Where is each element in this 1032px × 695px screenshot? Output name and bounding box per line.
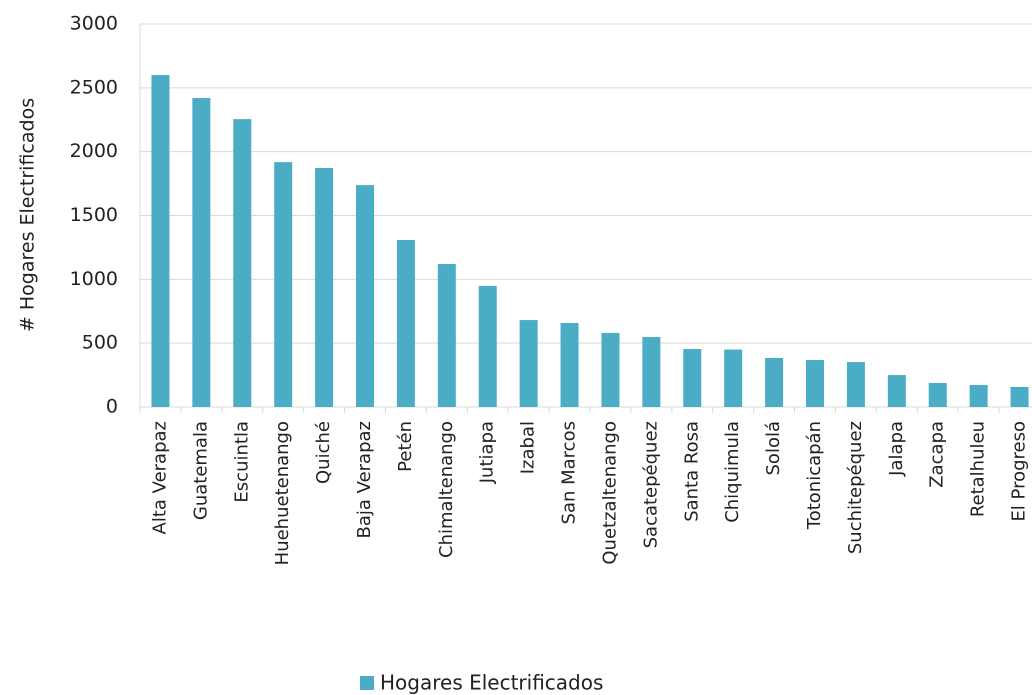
x-tick-label: Zacapa	[927, 421, 948, 488]
bar	[969, 385, 988, 407]
x-tick-label: Guatemala	[190, 421, 211, 520]
bar	[887, 375, 906, 407]
bar	[724, 349, 743, 407]
x-tick-label: Izabal	[518, 421, 539, 474]
y-tick-label: 1500	[70, 204, 118, 226]
bar	[928, 382, 947, 407]
y-tick-label: 500	[82, 332, 118, 354]
x-tick-label: Escuintla	[231, 421, 252, 503]
x-tick-label: Baja Verapaz	[354, 421, 375, 538]
y-tick-label: 0	[106, 396, 118, 418]
y-tick-label: 2000	[70, 140, 118, 162]
x-tick-label: Chimaltenango	[436, 421, 457, 558]
x-tick-label: Quetzaltenango	[599, 421, 620, 565]
bar	[560, 322, 579, 407]
bar	[233, 119, 252, 407]
bar	[315, 168, 334, 407]
x-tick-label: Jalapa	[886, 421, 907, 477]
bar	[192, 98, 211, 408]
bar	[1010, 386, 1029, 407]
y-axis-title: # Hogares Electrificados	[17, 98, 39, 332]
x-tick-label: Huehuetenango	[272, 421, 293, 565]
x-tick-label: Retalhuleu	[968, 421, 989, 517]
legend-swatch	[360, 676, 374, 690]
bar	[396, 240, 415, 407]
y-tick-label: 1000	[70, 268, 118, 290]
x-tick-label: Quiché	[313, 421, 334, 484]
bar	[478, 285, 497, 407]
x-tick-label: San Marcos	[559, 421, 580, 524]
x-tick-label: Jutiapa	[477, 421, 498, 484]
bar	[765, 357, 784, 407]
x-tick-label: Alta Verapaz	[149, 421, 170, 534]
bar	[683, 349, 702, 407]
bar	[601, 332, 620, 407]
bar	[642, 337, 661, 407]
x-tick-label: Chiquimula	[722, 421, 743, 523]
bar	[356, 185, 374, 407]
x-tick-label: Suchitepéquez	[845, 421, 866, 554]
bar	[519, 320, 538, 407]
x-tick-label: Petén	[395, 421, 416, 472]
y-tick-label: 3000	[70, 13, 118, 35]
x-tick-label: Santa Rosa	[681, 421, 702, 522]
bar	[274, 162, 293, 407]
bar	[437, 264, 456, 407]
bar	[806, 360, 824, 407]
legend-label: Hogares Electrificados	[380, 671, 603, 695]
x-tick-label: Sacatepéquez	[640, 421, 661, 548]
bar	[151, 75, 170, 408]
x-tick-label: El Progreso	[1009, 421, 1030, 522]
x-tick-label: Sololá	[763, 421, 784, 475]
bar	[846, 362, 865, 407]
x-tick-label: Totonicapán	[804, 421, 825, 530]
y-tick-label: 2500	[70, 76, 118, 98]
